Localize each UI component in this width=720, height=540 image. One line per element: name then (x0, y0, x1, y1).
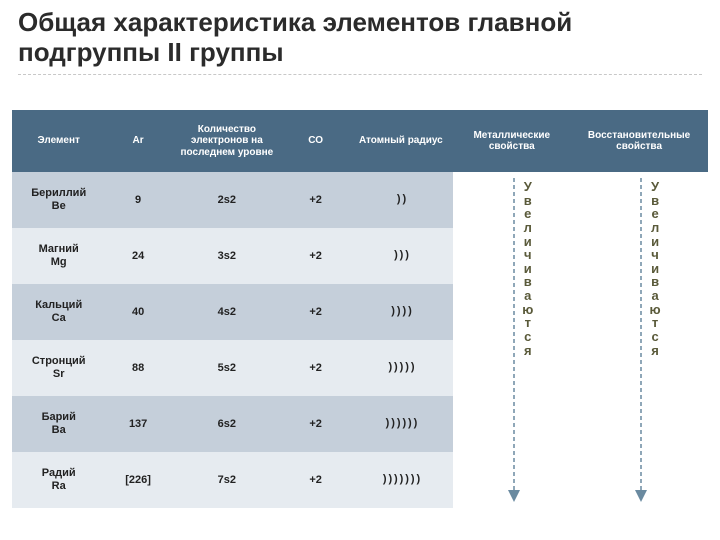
cell-ar: 137 (105, 396, 170, 452)
cell-element: МагнийMg (12, 228, 105, 284)
col-metallic: Металлические свойства (453, 110, 570, 172)
cell-co: +2 (283, 172, 348, 228)
col-element: Элемент (12, 110, 105, 172)
page-title: Общая характеристика элементов главной п… (0, 0, 720, 74)
col-ar: Ar (105, 110, 170, 172)
characteristics-table: Элемент Ar Количество электронов на посл… (12, 110, 708, 508)
cell-element: СтронцийSr (12, 340, 105, 396)
col-co: СО (283, 110, 348, 172)
col-reducing: Восстановительные свойства (570, 110, 708, 172)
cell-element: БарийBa (12, 396, 105, 452)
cell-ar: 9 (105, 172, 170, 228)
cell-electrons: 4s2 (171, 284, 283, 340)
cell-ar: [226] (105, 452, 170, 508)
cell-element: РадийRa (12, 452, 105, 508)
cell-radius: )))) (348, 284, 453, 340)
col-electrons: Количество электронов на последнем уровн… (171, 110, 283, 172)
cell-electrons: 7s2 (171, 452, 283, 508)
cell-element: КальцийCa (12, 284, 105, 340)
cell-ar: 40 (105, 284, 170, 340)
cell-co: +2 (283, 284, 348, 340)
cell-ar: 88 (105, 340, 170, 396)
reducing-trend-cell: Увеличиваются (570, 172, 708, 508)
table-header-row: Элемент Ar Количество электронов на посл… (12, 110, 708, 172)
table-row: БериллийBe92s2+2))УвеличиваютсяУвеличива… (12, 172, 708, 228)
cell-co: +2 (283, 452, 348, 508)
cell-radius: ))))))) (348, 452, 453, 508)
cell-element: БериллийBe (12, 172, 105, 228)
cell-radius: )) (348, 172, 453, 228)
cell-co: +2 (283, 228, 348, 284)
cell-electrons: 2s2 (171, 172, 283, 228)
metallic-trend-cell: Увеличиваются (453, 172, 570, 508)
title-underline (18, 74, 702, 75)
cell-radius: )))))) (348, 396, 453, 452)
cell-radius: ))) (348, 228, 453, 284)
cell-electrons: 3s2 (171, 228, 283, 284)
cell-co: +2 (283, 340, 348, 396)
cell-radius: ))))) (348, 340, 453, 396)
trend-label: Увеличиваются (648, 180, 662, 357)
cell-electrons: 5s2 (171, 340, 283, 396)
cell-electrons: 6s2 (171, 396, 283, 452)
cell-co: +2 (283, 396, 348, 452)
col-radius: Атомный радиус (348, 110, 453, 172)
trend-label: Увеличиваются (521, 180, 535, 357)
cell-ar: 24 (105, 228, 170, 284)
